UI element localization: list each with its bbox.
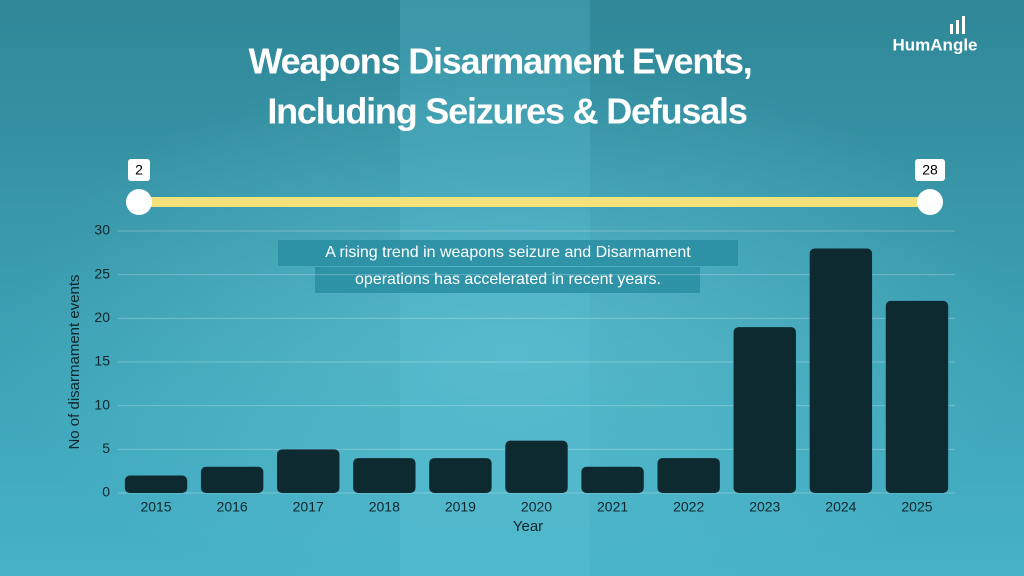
annotation-bg bbox=[315, 267, 700, 293]
x-tick-label: 2022 bbox=[673, 499, 704, 515]
x-tick-label: 2015 bbox=[140, 499, 171, 515]
slider-min: 2 bbox=[135, 162, 143, 178]
chart-title: Including Seizures & Defusals bbox=[267, 91, 747, 132]
y-tick-label: 30 bbox=[94, 222, 110, 238]
bar bbox=[581, 466, 644, 493]
bar bbox=[657, 458, 720, 493]
bar bbox=[505, 440, 568, 493]
y-tick-label: 15 bbox=[94, 353, 110, 369]
x-tick-label: 2018 bbox=[369, 499, 400, 515]
bar bbox=[809, 248, 873, 493]
bar bbox=[277, 449, 340, 493]
y-tick-label: 20 bbox=[94, 309, 110, 325]
x-tick-label: 2020 bbox=[521, 499, 552, 515]
annotation: A rising trend in weapons seizure and Di… bbox=[325, 244, 691, 261]
annotation: operations has accelerated in recent yea… bbox=[355, 271, 661, 288]
bar bbox=[885, 300, 949, 493]
slider-handle bbox=[126, 189, 152, 215]
bar bbox=[124, 475, 188, 493]
slider: 2 28 bbox=[126, 159, 945, 215]
y-tick-label: 25 bbox=[94, 265, 110, 281]
bar bbox=[429, 458, 492, 493]
x-axis-label: Year bbox=[513, 518, 543, 535]
chart-title: Weapons Disarmament Events, bbox=[248, 41, 751, 82]
brand: HumAngle bbox=[893, 35, 978, 54]
x-tick-label: 2023 bbox=[749, 499, 780, 515]
brand-logo bbox=[950, 16, 965, 34]
y-tick-label: 5 bbox=[102, 440, 110, 456]
slider-label-box bbox=[915, 159, 945, 181]
annotation-bg bbox=[278, 240, 738, 266]
x-tick-label: 2025 bbox=[901, 499, 932, 515]
x-tick-label: 2016 bbox=[217, 499, 248, 515]
y-axis-label: No of disarmament events bbox=[66, 274, 83, 449]
slider-handle bbox=[917, 189, 943, 215]
bar bbox=[733, 327, 796, 493]
x-tick-label: 2019 bbox=[445, 499, 476, 515]
slider-label-box bbox=[128, 159, 150, 181]
x-tick-label: 2021 bbox=[597, 499, 628, 515]
bar bbox=[200, 466, 264, 493]
y-tick-label: 10 bbox=[94, 396, 110, 412]
x-tick-label: 2017 bbox=[293, 499, 324, 515]
x-tick-label: 2024 bbox=[825, 499, 856, 515]
bar bbox=[353, 458, 416, 493]
slider-max: 28 bbox=[922, 162, 938, 178]
y-tick-label: 0 bbox=[102, 484, 110, 500]
